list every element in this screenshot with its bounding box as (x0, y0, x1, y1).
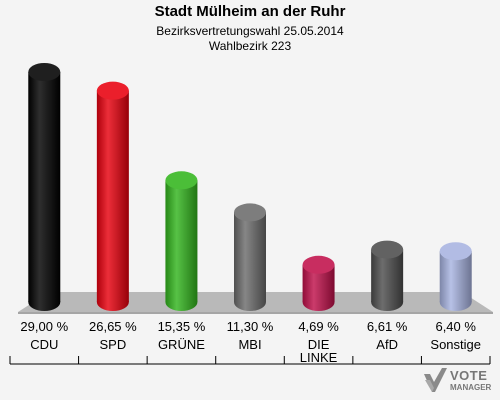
category-label: GRÜNE (158, 337, 205, 352)
category-label: SPD (99, 337, 126, 352)
value-label: 4,69 % (298, 319, 339, 334)
chart-floor-front (18, 312, 493, 314)
value-label: 15,35 % (158, 319, 206, 334)
chart-title: Stadt Mülheim an der Ruhr (154, 3, 346, 20)
value-label: 6,40 % (435, 319, 476, 334)
chart-subtitle-election: Bezirksvertretungswahl 25.05.2014 (156, 24, 344, 38)
bar-afd (371, 240, 404, 311)
logo-text-manager: MANAGER (450, 383, 492, 392)
value-label: 29,00 % (20, 319, 68, 334)
logo-text-vote: VOTE (450, 368, 488, 383)
value-label: 26,65 % (89, 319, 137, 334)
category-label: MBI (238, 337, 261, 352)
value-label: 6,61 % (367, 319, 408, 334)
vote-manager-logo: VOTE MANAGER (422, 366, 492, 396)
category-label: CDU (30, 337, 58, 352)
category-label: Sonstige (430, 337, 481, 352)
chart-subtitle-district: Wahlbezirk 223 (208, 39, 292, 53)
bar-sonstige (439, 242, 472, 311)
vote-check-icon (424, 368, 447, 392)
bar-die-linke (302, 255, 335, 311)
category-label: AfD (376, 337, 398, 352)
bar-mbi (234, 203, 266, 311)
bar-spd (96, 81, 129, 311)
value-label: 11,30 % (227, 319, 274, 334)
bar-grüne (165, 171, 198, 311)
bar-cdu (28, 63, 61, 311)
category-label: DIE LINKE (300, 337, 338, 365)
